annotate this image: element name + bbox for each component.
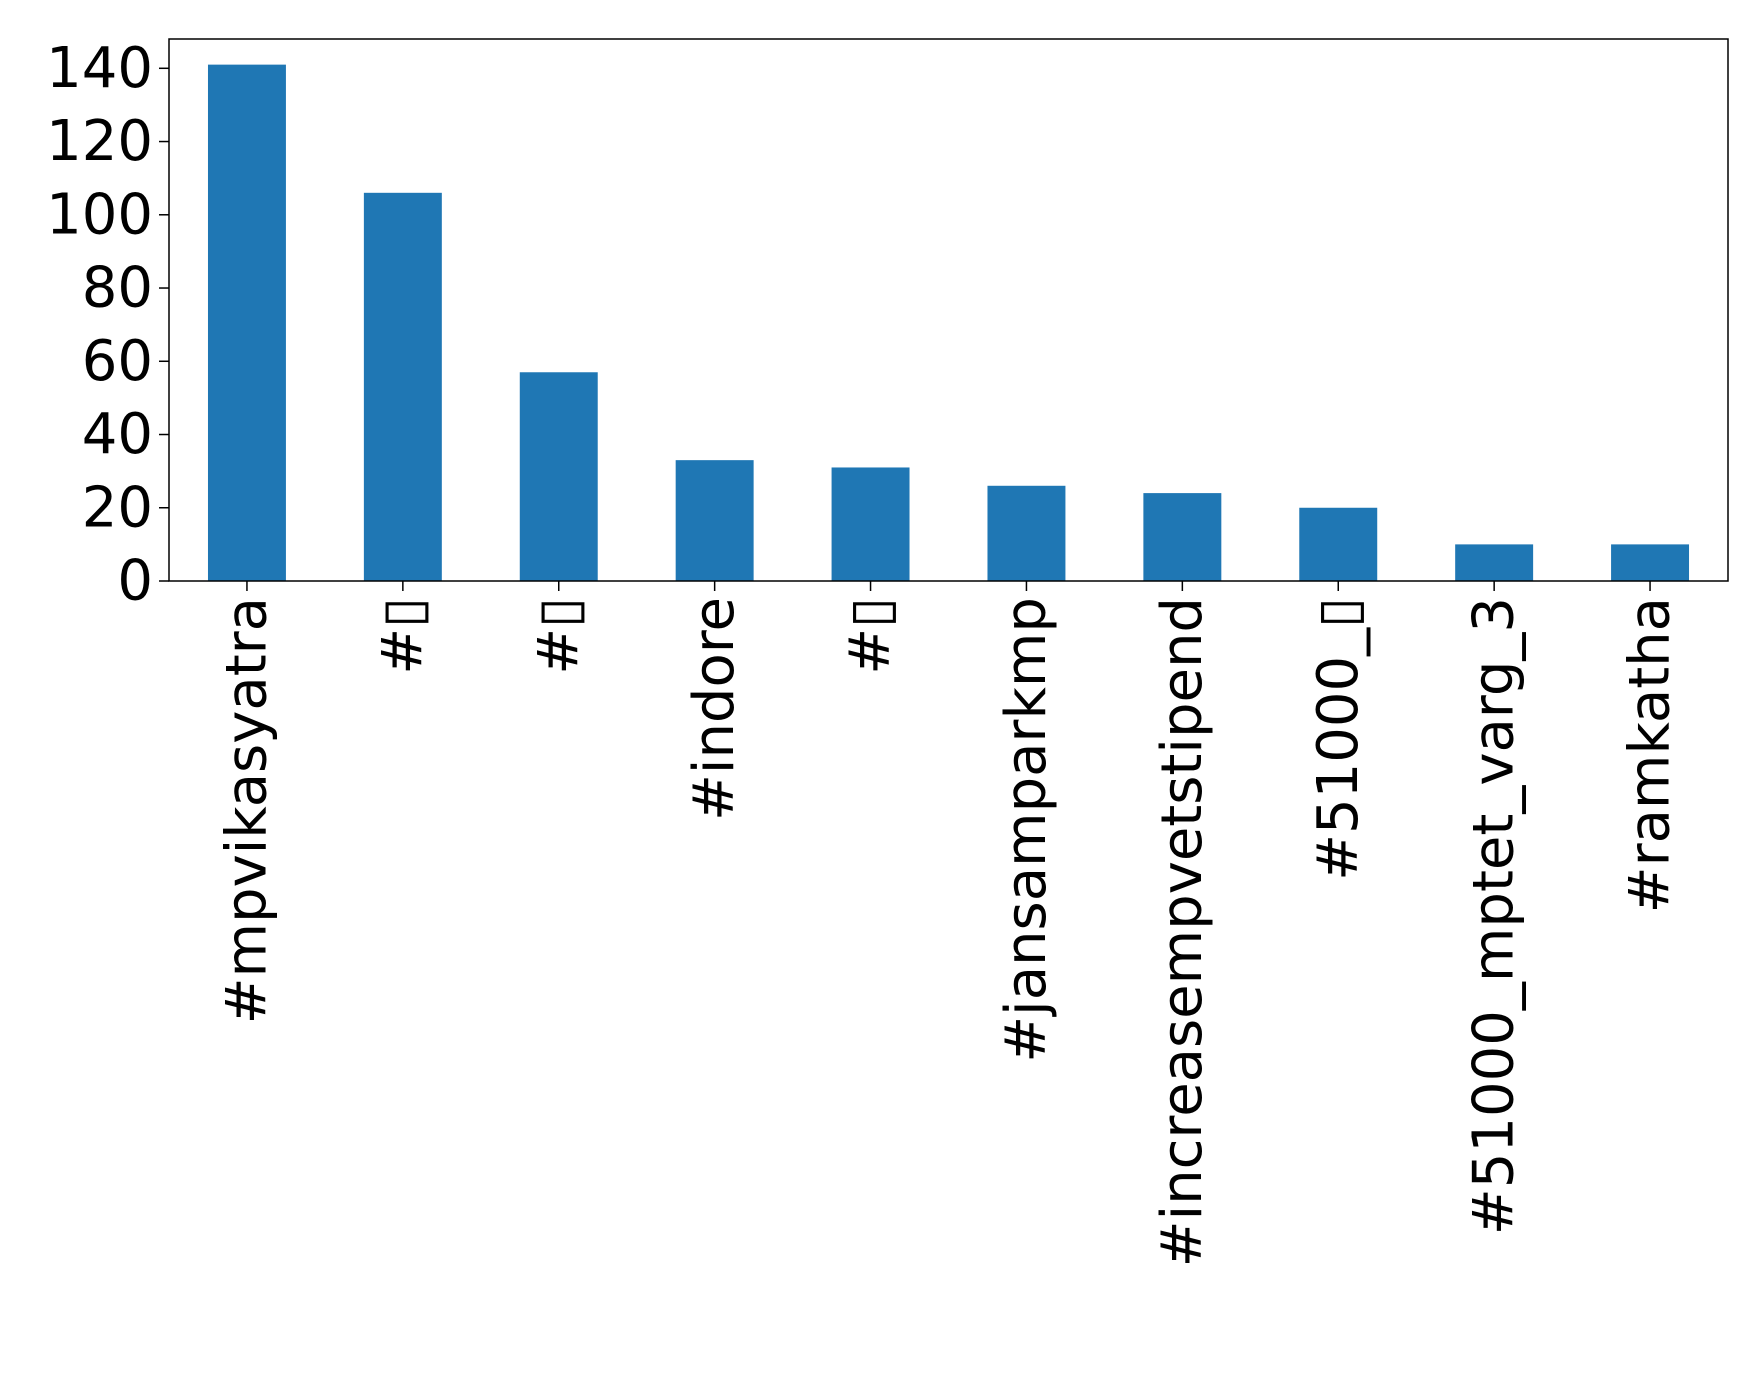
x-tick-label: #51000_▯	[1306, 597, 1371, 881]
bar	[363, 192, 442, 582]
y-tick-label: 20	[82, 475, 153, 540]
x-tick-label: #▯	[526, 597, 591, 675]
bar	[987, 485, 1066, 581]
plot-frame	[168, 38, 1729, 582]
y-tick-label: 0	[117, 549, 153, 614]
bar	[1299, 507, 1378, 581]
bar	[831, 467, 910, 581]
y-tick-label: 140	[46, 36, 153, 101]
x-tick-label: #mpvikasyatra	[214, 597, 279, 1024]
bar	[1455, 544, 1534, 581]
bar	[675, 460, 754, 581]
y-axis: 0 20 40 60 80 100 120 140	[46, 36, 169, 614]
bars-layer	[207, 64, 1690, 582]
y-tick-label: 100	[46, 182, 153, 247]
y-tick-label: 80	[82, 256, 153, 321]
x-tick-label: #increasempvetstipend	[1150, 597, 1215, 1267]
bar	[207, 64, 286, 581]
x-tick-label: #▯	[838, 597, 903, 675]
y-tick-label: 60	[82, 329, 153, 394]
x-tick-label: #indore	[682, 597, 747, 821]
x-tick-label: #▯	[370, 597, 435, 675]
x-tick-label: #jansamparkmp	[994, 597, 1059, 1063]
x-tick-label: #ramkatha	[1618, 597, 1683, 913]
bar	[1611, 544, 1690, 581]
y-tick-label: 40	[82, 402, 153, 467]
x-axis: #mpvikasyatra #▯ #▯ #indore #▯ #jansamparkmp #…	[214, 581, 1683, 1267]
x-tick-label: #51000_mptet_varg_3	[1462, 597, 1527, 1235]
bar	[519, 372, 598, 581]
bar	[1143, 493, 1222, 581]
y-tick-label: 120	[46, 109, 153, 174]
